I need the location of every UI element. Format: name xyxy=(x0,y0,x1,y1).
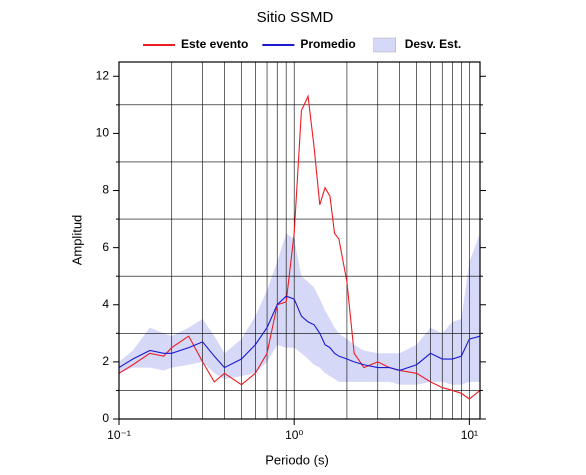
std-band xyxy=(119,233,480,385)
y-tick-label: 10 xyxy=(96,126,110,140)
y-tick-label: 4 xyxy=(102,297,109,311)
legend-label: Promedio xyxy=(300,37,355,51)
x-tick-label: 10⁰ xyxy=(285,428,303,442)
legend-label: Este evento xyxy=(181,37,248,51)
x-tick-label: 10⁻¹ xyxy=(107,428,131,442)
plot-frame xyxy=(118,61,481,420)
series-line xyxy=(118,94,481,400)
legend-swatch xyxy=(373,37,396,53)
legend-label: Desv. Est. xyxy=(405,37,461,51)
y-tick-label: 2 xyxy=(102,354,109,368)
y-tick-label: 8 xyxy=(102,183,109,197)
x-axis-label: Periodo (s) xyxy=(265,452,329,467)
x-tick-label: 10¹ xyxy=(461,428,478,442)
y-tick-label: 12 xyxy=(96,68,110,82)
chart-title: Sitio SSMD xyxy=(257,9,334,26)
y-tick-label: 6 xyxy=(102,240,109,254)
series-line xyxy=(118,295,481,372)
y-axis-label: Amplitud xyxy=(69,215,84,266)
y-tick-label: 0 xyxy=(102,411,109,425)
